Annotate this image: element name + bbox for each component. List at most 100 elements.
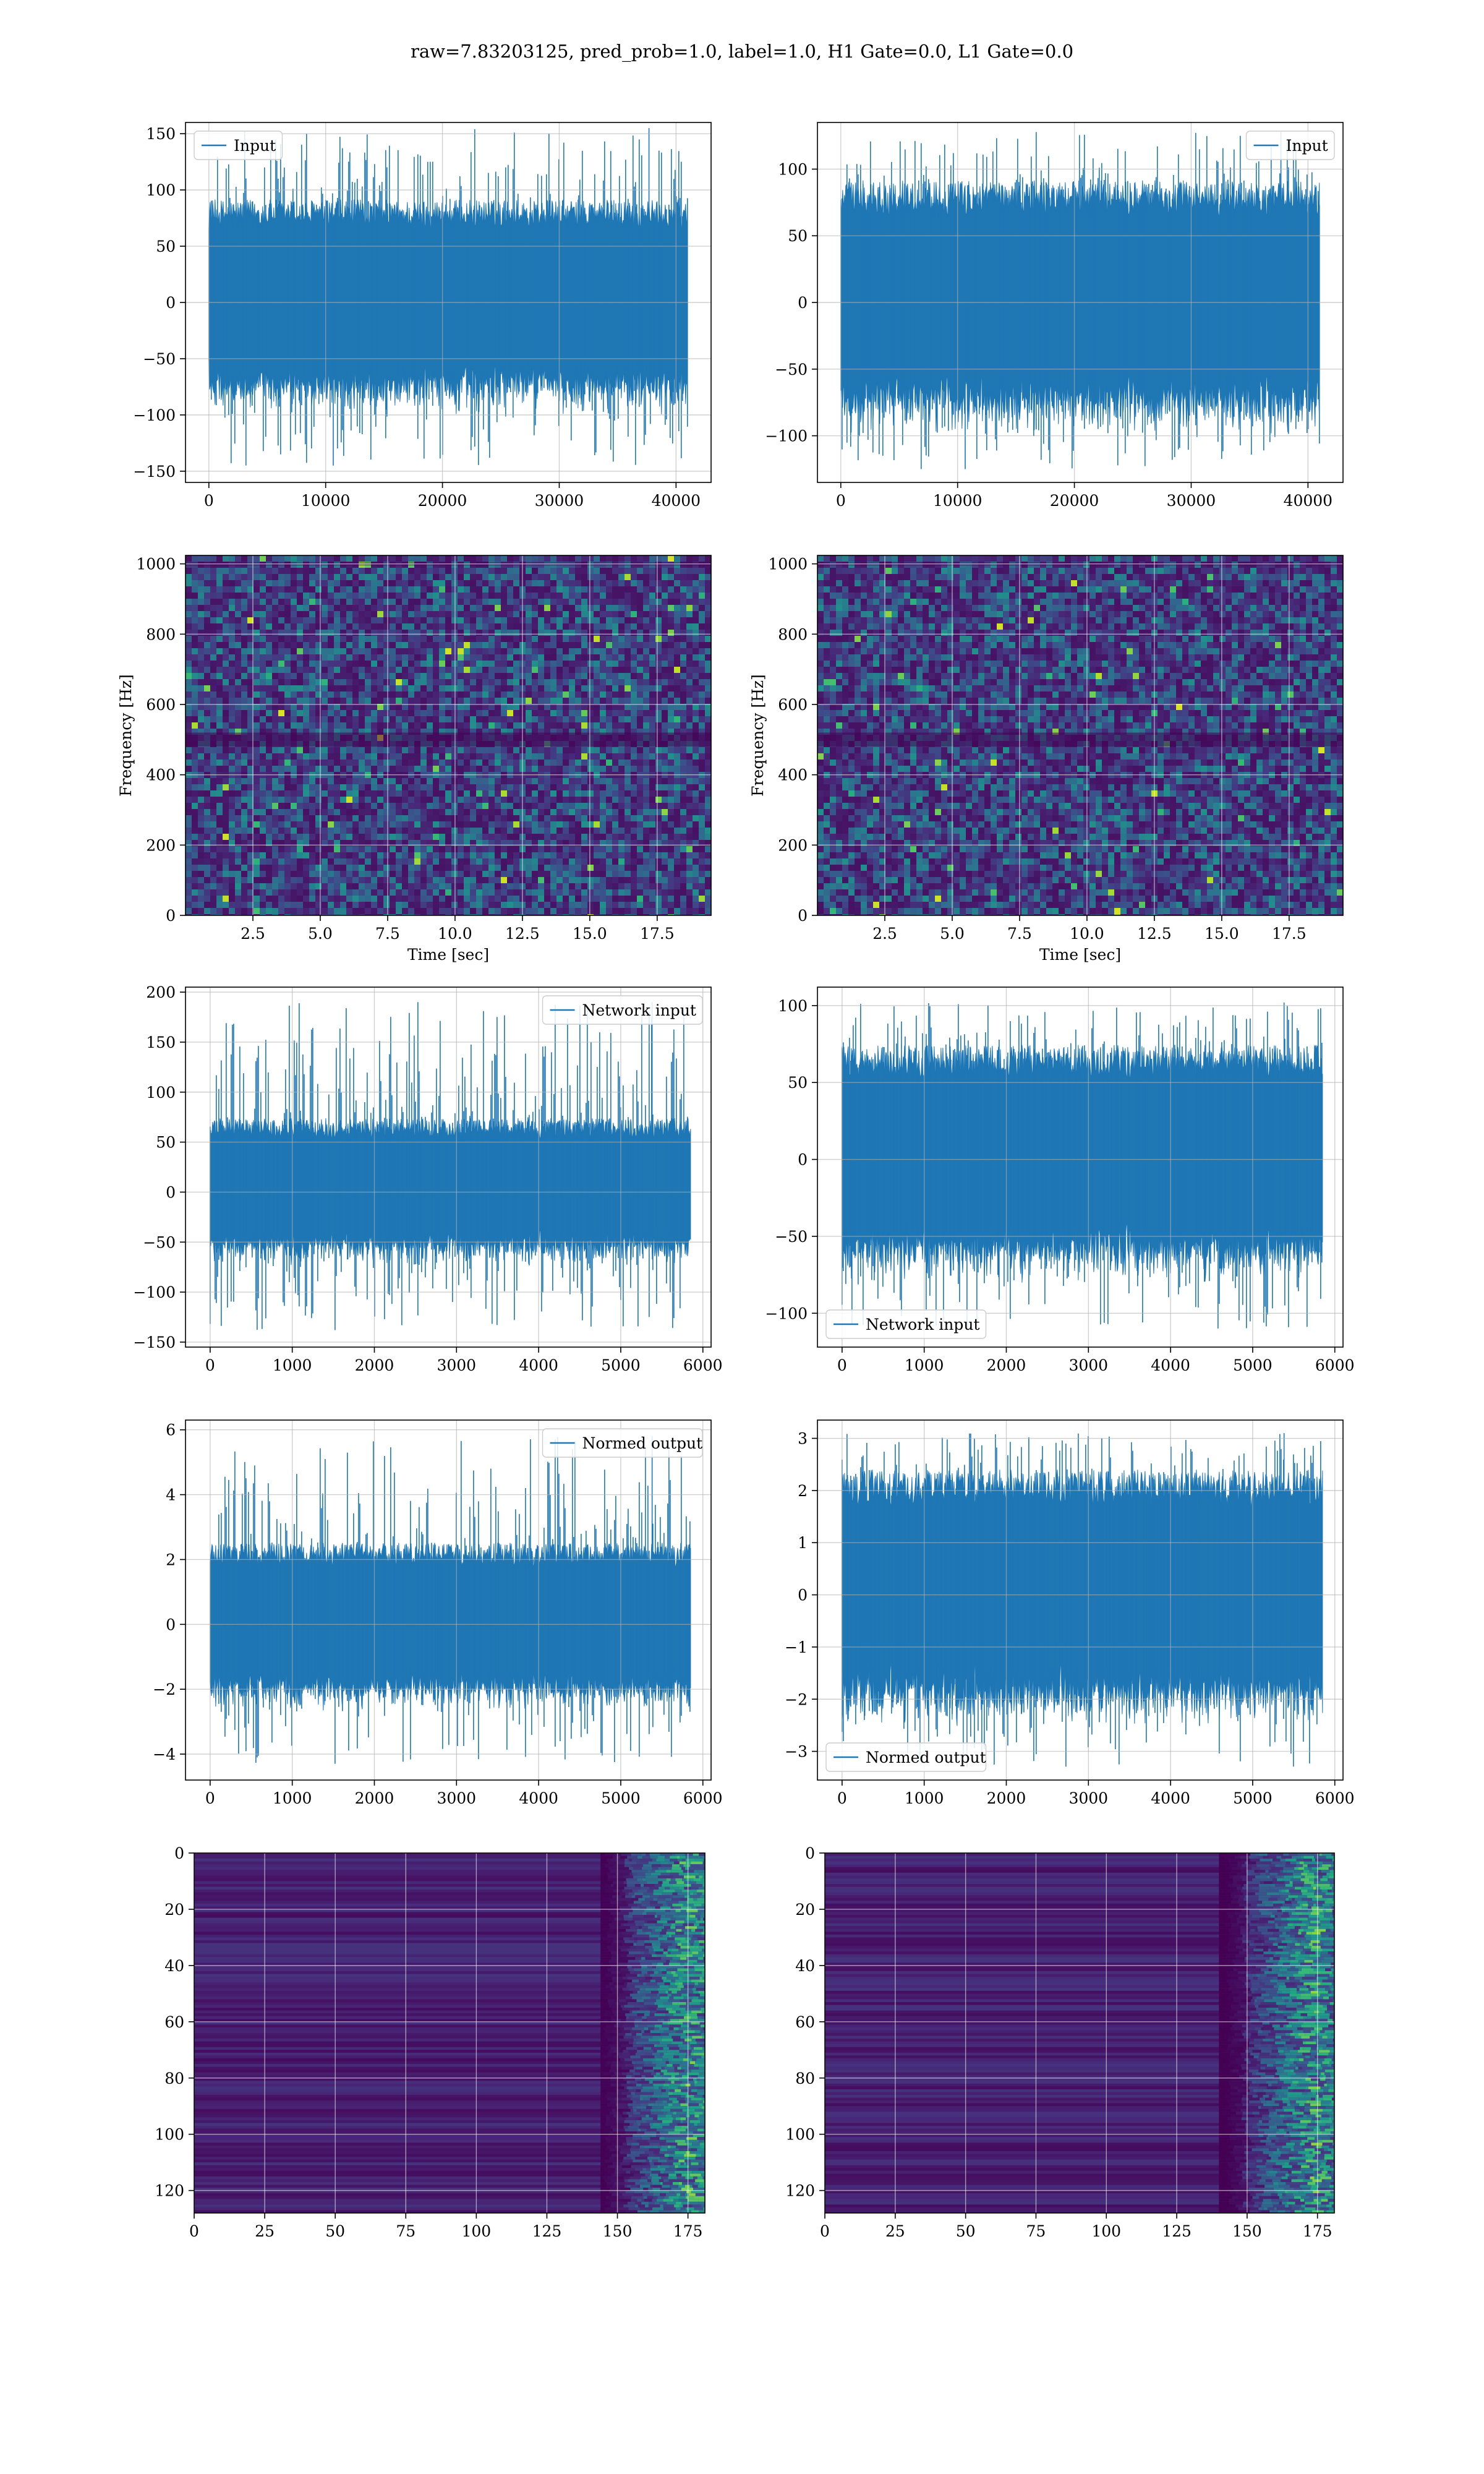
plot-area [210, 1436, 691, 1764]
x-tick-label: 3000 [437, 1789, 476, 1807]
y-tick-label: −100 [133, 1283, 176, 1301]
y-tick-label: −50 [143, 350, 176, 368]
series-body [842, 1470, 1323, 1726]
x-tick-label: 150 [603, 2222, 633, 2240]
legend: Network input [825, 1309, 987, 1339]
legend-box [825, 1309, 987, 1339]
x-tick-label: 2000 [987, 1356, 1026, 1374]
x-tick-label: 17.5 [1272, 925, 1307, 943]
legend-label: Network input [866, 1316, 979, 1333]
y-tick-label: 100 [778, 997, 808, 1015]
x-tick-label: 0 [836, 492, 846, 510]
legend-label: Normed output [582, 1434, 703, 1452]
plot-area [210, 1002, 691, 1330]
y-tick-label: 0 [798, 294, 808, 312]
legend-label: Normed output [866, 1748, 986, 1766]
legend-box [825, 1742, 987, 1772]
y-tick-label: 6 [166, 1421, 176, 1439]
y-tick-label: −50 [775, 1228, 808, 1246]
x-tick-label: 7.5 [375, 925, 400, 943]
x-tick-label: 15.0 [573, 925, 607, 943]
legend-label: Input [1286, 137, 1328, 155]
axes-frame [824, 1852, 1335, 2214]
axes-frame [817, 987, 1344, 1348]
y-tick-label: 600 [778, 696, 808, 714]
y-tick-label: 50 [156, 1134, 176, 1152]
panel-row4-right: 0 1000 2000 3000 4000 5000 6000 −3 −2 −1 0 1 2 3 Norme… [785, 1419, 1355, 1807]
x-tick-label: 0 [204, 492, 214, 510]
x-tick-label: 17.5 [640, 925, 675, 943]
series-spikes [841, 132, 1320, 469]
legend-box [542, 995, 703, 1025]
x-tick-label: 6000 [683, 1789, 723, 1807]
x-tick-label: 0 [189, 2222, 199, 2240]
y-tick-label: −100 [765, 427, 808, 445]
legend-label: Input [234, 137, 276, 155]
x-tick-label: 4000 [519, 1789, 558, 1807]
y-tick-label: 2 [798, 1482, 808, 1500]
y-tick-label: 400 [778, 766, 808, 784]
x-tick-label: 1000 [273, 1789, 312, 1807]
plot-area [194, 1853, 705, 2213]
legend: Network input [542, 995, 703, 1025]
figure-title: raw=7.83203125, pred_prob=1.0, label=1.0… [410, 41, 1074, 62]
x-tick-label: 175 [1303, 2222, 1333, 2240]
legend-box [1245, 131, 1335, 160]
y-tick-label: 2 [166, 1551, 176, 1569]
axes-frame [185, 555, 712, 916]
plot-area [208, 128, 688, 466]
y-tick-label: 1 [798, 1534, 808, 1552]
x-axis-label: Time [sec] [407, 946, 489, 964]
series-body [840, 180, 1320, 434]
legend-box [542, 1428, 703, 1458]
panel-row1-left: 0 10000 20000 30000 40000 −150 −100 −50 0 50 100 15… [133, 122, 712, 510]
y-tick-label: 20 [164, 1901, 184, 1919]
y-tick-label: 20 [795, 1901, 815, 1919]
x-tick-label: 25 [255, 2222, 275, 2240]
x-tick-label: 50 [956, 2222, 976, 2240]
legend-label: Network input [582, 1001, 696, 1019]
y-tick-label: 200 [146, 983, 176, 1001]
x-tick-label: 30000 [535, 492, 584, 510]
x-tick-label: 10.0 [438, 925, 472, 943]
x-tick-label: 12.5 [1137, 925, 1172, 943]
axes-frame [185, 1419, 712, 1781]
y-tick-label: 60 [164, 2013, 184, 2031]
y-tick-label: 1000 [768, 555, 808, 573]
axes-frame [185, 987, 712, 1348]
y-tick-label: 80 [164, 2070, 184, 2087]
x-tick-label: 5000 [1233, 1789, 1273, 1807]
y-tick-label: 100 [146, 181, 176, 199]
x-tick-label: 50 [325, 2222, 345, 2240]
x-tick-label: 0 [205, 1789, 215, 1807]
y-tick-label: 200 [778, 836, 808, 854]
y-tick-label: 80 [795, 2070, 815, 2087]
y-tick-label: 0 [805, 1844, 815, 1862]
axes-frame [817, 1419, 1344, 1781]
x-tick-label: 1000 [905, 1789, 944, 1807]
x-tick-label: 15.0 [1205, 925, 1239, 943]
y-tick-label: 4 [166, 1486, 176, 1504]
series-body [210, 1543, 691, 1711]
y-axis-label: Frequency [Hz] [117, 674, 135, 797]
plot-area [825, 1853, 1334, 2213]
x-tick-label: 6000 [1315, 1789, 1355, 1807]
y-tick-label: 120 [155, 2182, 184, 2200]
plot-area [840, 132, 1320, 469]
y-tick-label: −2 [785, 1690, 808, 1708]
y-tick-label: 100 [155, 2126, 184, 2144]
panel-row3-right: 0 1000 2000 3000 4000 5000 6000 −100 −50 0 50 100 Ne… [765, 987, 1355, 1374]
y-tick-label: 0 [166, 294, 176, 312]
x-tick-label: 2000 [355, 1789, 394, 1807]
panel-row1-right: 0 10000 20000 30000 40000 −100 −50 0 50 100 Input [765, 122, 1344, 510]
y-tick-label: 0 [166, 907, 176, 925]
y-tick-label: 0 [798, 1586, 808, 1604]
y-tick-label: 120 [785, 2182, 815, 2200]
panel-row2-right: 2.5 5.0 7.5 10.0 12.5 15.0 17.5 0 200 400 600 800 10… [749, 555, 1344, 964]
x-tick-label: 2000 [355, 1356, 394, 1374]
x-tick-label: 125 [532, 2222, 562, 2240]
x-axis-label: Time [sec] [1039, 946, 1121, 964]
panel-row3-left: 0 1000 2000 3000 4000 5000 6000 −150 −100 −50 0 50 1… [133, 983, 722, 1374]
